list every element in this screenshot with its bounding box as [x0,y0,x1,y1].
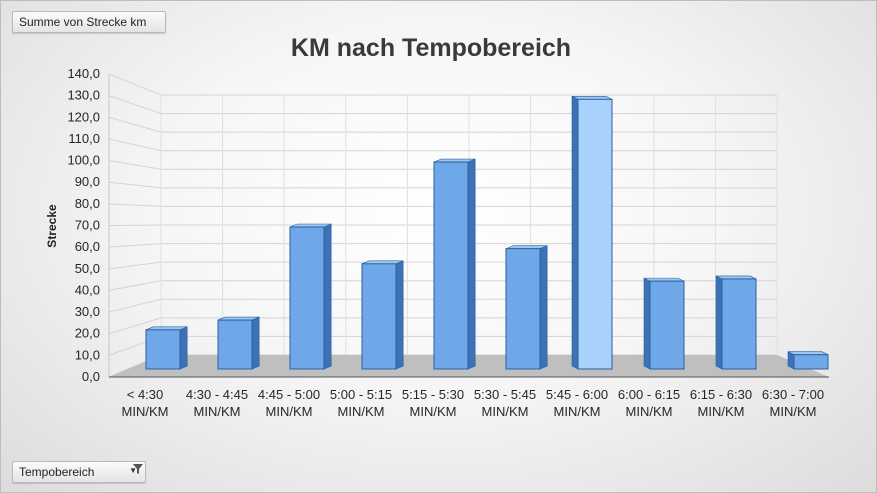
y-tick-label: 70,0 [75,218,100,233]
x-tick-label: 5:30 - 5:45 MIN/KM [474,387,536,419]
bar[interactable] [217,316,260,370]
bar[interactable] [643,277,685,370]
grid-line [108,138,162,152]
grid-line [108,73,162,96]
grid-line [108,116,162,133]
x-tick-label: 4:30 - 4:45 MIN/KM [186,387,248,419]
x-tick-label: 5:00 - 5:15 MIN/KM [330,387,392,419]
bar[interactable] [289,223,332,370]
grid-line [108,261,162,270]
y-tick-label: 100,0 [67,153,100,168]
y-tick-label: 90,0 [75,174,100,189]
y-tick-label: 60,0 [75,239,100,254]
y-tick-label: 130,0 [67,88,100,103]
bar[interactable] [715,275,757,370]
bar[interactable] [361,260,404,370]
y-tick-label: 20,0 [75,326,100,341]
y-tick-label: 140,0 [67,66,100,81]
y-tick-label: 110,0 [68,131,100,146]
bar[interactable] [505,245,548,370]
bar[interactable] [433,158,476,370]
value-field-label: Summe von Strecke km [19,15,147,29]
y-axis-label: Strecke [45,204,59,248]
axis-field-label: Tempobereich [19,465,95,479]
bar[interactable] [571,95,613,370]
grid-line [108,224,162,226]
x-tick-label: 5:45 - 6:00 MIN/KM [546,387,608,419]
y-tick-label: 30,0 [75,304,100,319]
grid-line [108,95,162,115]
grid-line [108,280,162,291]
axis-field-button[interactable]: Tempobereich ▼ [12,461,146,483]
grid-line [108,203,162,207]
x-tick-label: 6:00 - 6:15 MIN/KM [618,387,680,419]
x-tick-label: 6:15 - 6:30 MIN/KM [690,387,752,419]
x-tick-label: 4:45 - 5:00 MIN/KM [258,387,320,419]
y-tick-label: 0,0 [82,369,100,384]
bars [145,95,829,370]
x-tick-label: 6:30 - 7:00 MIN/KM [762,387,824,419]
x-tick-label: 5:15 - 5:30 MIN/KM [402,387,464,419]
x-axis: < 4:30 MIN/KM 4:30 - 4:45 MIN/KM 4:45 - 5:00… [122,387,825,419]
y-tick-label: 40,0 [75,282,100,297]
filter-icon[interactable] [132,463,144,475]
y-tick-label: 120,0 [67,109,100,124]
y-tick-label: 80,0 [75,196,100,211]
bar[interactable] [787,351,829,370]
grid-line [108,298,162,313]
y-tick-label: 50,0 [75,261,100,276]
y-tick-label: 10,0 [75,347,100,362]
value-field-button[interactable]: Summe von Strecke km [12,11,166,33]
grid-line [108,243,162,248]
y-axis: 0,0 10,0 20,0 30,0 40,0 50,0 60,0 70,0 80,0 90,0 1… [67,66,100,384]
bar[interactable] [145,326,188,370]
grid-line [108,317,162,335]
grid-line [108,181,162,189]
x-tick-label: < 4:30 MIN/KM [122,387,169,419]
grid-line [108,160,162,170]
dropdown-arrow-icon[interactable]: ▼ [129,466,137,475]
chart-title: KM nach Tempobereich [291,34,571,62]
